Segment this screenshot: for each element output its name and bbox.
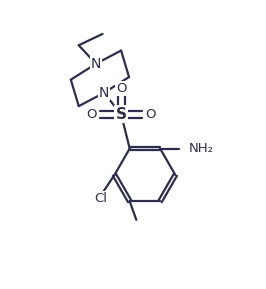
Text: N: N [91,57,101,71]
Text: NH₂: NH₂ [189,142,214,155]
Text: S: S [116,107,127,122]
Text: Cl: Cl [95,192,108,205]
Text: O: O [145,108,155,121]
Text: N: N [99,86,109,100]
Text: O: O [87,108,97,121]
Text: O: O [116,81,126,95]
